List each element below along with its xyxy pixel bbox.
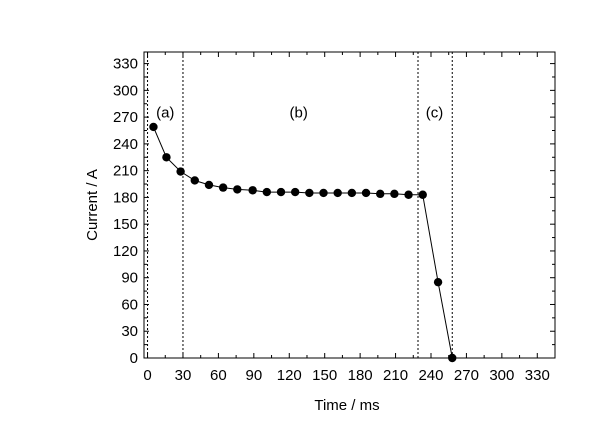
series-line [152,126,453,359]
x-tick-label: 30 [175,367,192,384]
y-tick-label: 330 [113,56,138,73]
data-point [319,188,328,198]
y-axis-title: Current / A [84,169,101,241]
x-tick-label: 330 [525,367,550,384]
data-point [361,188,371,198]
data-point [305,188,314,198]
y-axis: 0 30 60 90 120 150 180 210 240 270 300 330 [113,56,555,367]
x-tick-label: 270 [454,367,479,384]
region-label: (b) [290,105,308,122]
series-polyline [152,126,453,359]
x-tick-label: 210 [383,367,408,384]
data-point [418,190,427,199]
y-tick-label: 0 [130,350,138,367]
x-tick-label: 90 [245,367,262,384]
x-tick-label: 150 [312,367,337,384]
region-dividers [147,52,453,358]
data-point [376,189,385,199]
data-point [276,187,286,197]
data-point [233,185,242,194]
data-point [347,188,357,198]
data-point [448,353,457,363]
data-point [218,183,228,192]
x-tick-label: 240 [418,367,443,384]
data-point [162,153,171,162]
x-tick-label: 180 [348,367,373,384]
plot-frame [143,51,556,359]
data-point [149,122,158,132]
region-label: (a) [156,105,174,122]
region-label: (c) [426,105,444,122]
x-tick-label: 300 [489,367,514,384]
data-point [404,190,413,199]
x-axis-title: Time / ms [314,397,379,414]
data-point [390,189,399,199]
x-tick-label: 60 [210,367,227,384]
x-axis: 0 30 60 90 120 150 180 210 240 270 300 330 [143,52,550,384]
region-labels: (a) (b) (c) [156,105,443,122]
y-tick-label: 300 [113,82,138,99]
x-tick-label: 120 [277,367,302,384]
data-point [248,186,257,195]
data-point [290,187,300,197]
series-points [149,122,457,363]
y-tick-label: 150 [113,216,138,233]
y-tick-label: 240 [113,136,138,153]
y-tick-label: 210 [113,163,138,180]
data-point [190,176,199,185]
x-tick-label: 0 [143,367,151,384]
y-tick-label: 120 [113,243,138,260]
data-point [204,180,214,190]
y-tick-label: 270 [113,109,138,126]
data-point [262,187,272,197]
y-tick-label: 90 [121,270,138,287]
data-point [333,188,342,198]
y-tick-label: 60 [121,296,138,313]
y-tick-label: 180 [113,189,138,206]
y-tick-label: 30 [121,323,138,340]
data-point [433,277,443,287]
data-point [176,167,185,176]
